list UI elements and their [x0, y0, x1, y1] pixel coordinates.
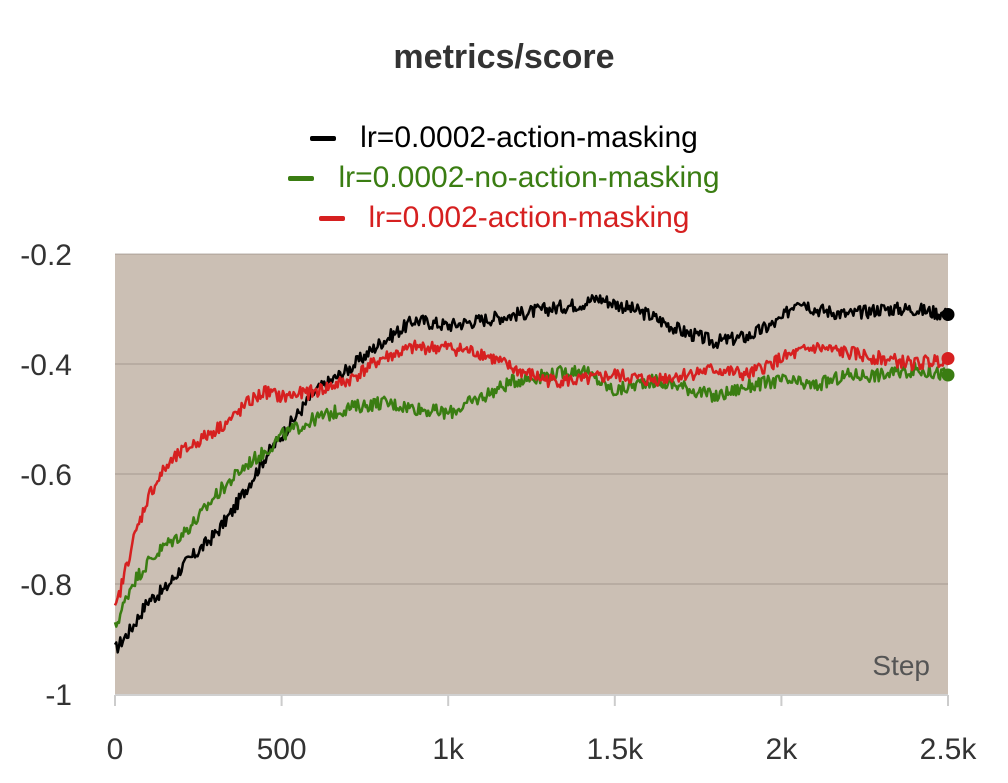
- legend-swatch: [310, 135, 337, 141]
- x-tick-label: 2.5k: [920, 733, 978, 766]
- series-end-marker: [941, 352, 955, 365]
- legend-label: lr=0.002-action-masking: [368, 201, 690, 234]
- x-tick-label: 1k: [432, 733, 465, 766]
- x-tick-label: 0: [107, 733, 124, 766]
- series-end-marker: [941, 308, 955, 321]
- series-end-marker: [941, 368, 955, 382]
- y-tick-label: -0.4: [20, 349, 72, 382]
- legend-swatch: [288, 175, 315, 181]
- legend-label: lr=0.0002-no-action-masking: [338, 161, 720, 194]
- legend-label: lr=0.0002-action-masking: [360, 121, 698, 154]
- chart-title: metrics/score: [393, 38, 615, 76]
- x-tick-label: 2k: [766, 733, 799, 766]
- series-line: [113, 294, 948, 654]
- y-tick-label: -0.6: [20, 459, 72, 492]
- legend-swatch: [318, 215, 345, 221]
- y-tick-label: -0.2: [20, 239, 72, 272]
- legend-item[interactable]: lr=0.0002-no-action-masking: [0, 158, 1008, 198]
- legend-item[interactable]: lr=0.0002-action-masking: [0, 118, 1008, 158]
- y-tick-label: -1: [45, 679, 72, 712]
- x-tick-label: 1.5k: [586, 733, 644, 766]
- series-line: [113, 339, 950, 606]
- y-tick-label: -0.8: [20, 569, 72, 602]
- legend-item[interactable]: lr=0.002-action-masking: [0, 198, 1008, 238]
- x-axis-label: Step: [872, 650, 930, 681]
- x-tick-label: 500: [257, 733, 307, 766]
- legend: lr=0.0002-action-masking lr=0.0002-no-act…: [0, 118, 1008, 238]
